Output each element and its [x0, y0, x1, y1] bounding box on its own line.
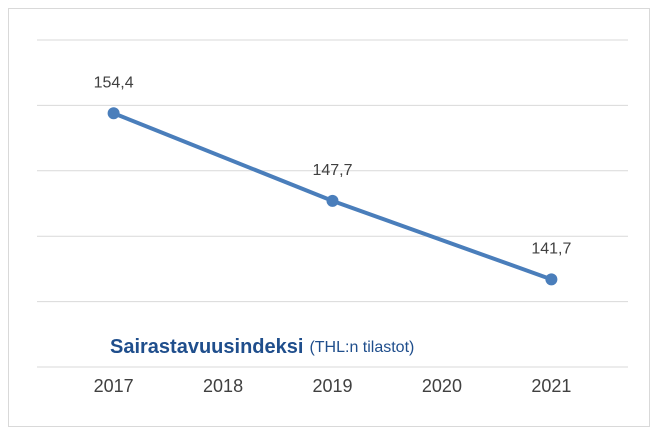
data-label: 154,4 [94, 74, 134, 91]
point [545, 273, 558, 286]
x-tick-label: 2019 [312, 376, 352, 396]
x-tick-label: 2017 [94, 376, 134, 396]
point [107, 107, 120, 120]
title: Sairastavuusindeksi [110, 336, 303, 358]
point [326, 194, 339, 207]
x-tick-label: 2021 [531, 376, 571, 396]
chart-title: Sairastavuusindeksi (THL:n tilastot) [110, 336, 414, 358]
x-tick-label: 2018 [203, 376, 243, 396]
data-label: 147,7 [312, 162, 352, 179]
x-tick-label: 2020 [422, 376, 462, 396]
chart-frame [8, 8, 650, 427]
subtitle: (THL:n tilastot) [309, 339, 414, 356]
data-label: 141,7 [531, 241, 571, 258]
